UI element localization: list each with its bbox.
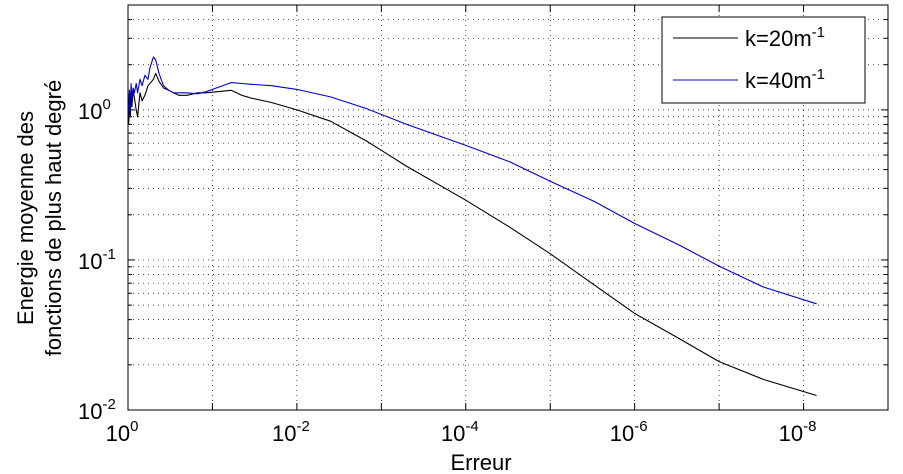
series-line-1 xyxy=(127,72,817,397)
series-line-2 xyxy=(127,56,817,305)
legend-box xyxy=(661,16,866,104)
series-lines xyxy=(127,56,817,397)
legend-label-2: k=40m-1 xyxy=(745,66,825,93)
x-axis-label: Erreur xyxy=(450,450,511,474)
y-tick-label: 10-1 xyxy=(78,246,116,274)
legend: k=20m-1 k=40m-1 xyxy=(661,16,866,104)
x-tick-label: 100 xyxy=(106,418,139,446)
y-tick-label: 10-2 xyxy=(78,396,116,424)
plot-frame xyxy=(127,4,889,411)
y-axis-label: Energie moyenne des fonctions de plus ha… xyxy=(13,80,66,356)
x-tick-label: 10-6 xyxy=(610,418,648,446)
legend-label-1: k=20m-1 xyxy=(745,24,825,51)
y-tick-label: 100 xyxy=(78,96,111,124)
y-axis-label-line-1: Energie moyenne des xyxy=(13,111,38,325)
y-axis-label-line-2: fonctions de plus haut degré xyxy=(41,80,66,356)
x-tick-label: 10-4 xyxy=(441,418,479,446)
x-tick-labels: 100 10-2 10-4 10-6 10-8 xyxy=(106,418,817,446)
x-tick-label: 10-8 xyxy=(779,418,817,446)
y-tick-labels: 100 10-1 10-2 xyxy=(78,96,116,424)
x-tick-label: 10-2 xyxy=(272,418,310,446)
